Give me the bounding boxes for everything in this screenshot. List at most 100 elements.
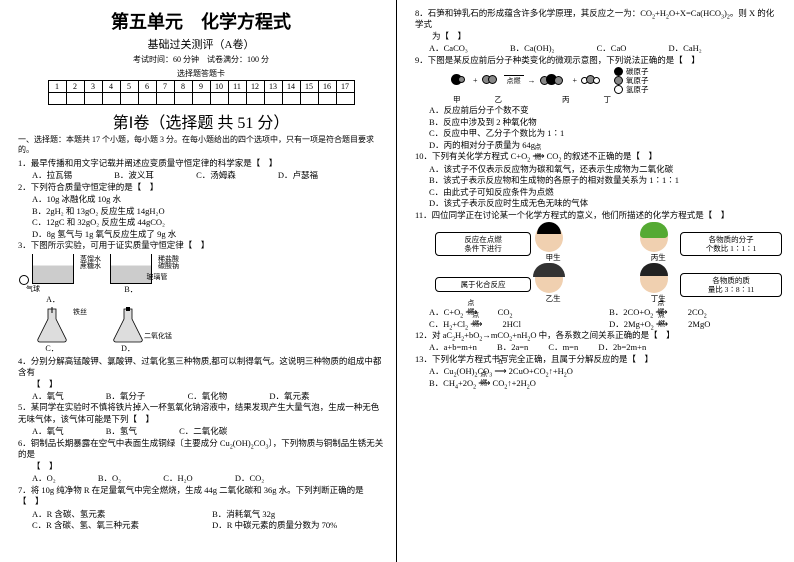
- right-column: 8．石笋和钟乳石的形成蕴含许多化学原理，其反应之一为：CO2+H2O+X=Ca(…: [397, 0, 794, 562]
- q1-c: C．汤姆森: [196, 170, 236, 181]
- q11-d: D．2Mg+O2 点燃⟶ 2MgO: [609, 319, 710, 330]
- card-label: 选择题答题卡: [18, 68, 384, 79]
- q4-d: D．氧元素: [269, 391, 309, 402]
- q7-a: A．R 含碳、氢元素: [32, 509, 192, 520]
- card-cell: 4: [102, 81, 120, 93]
- card-cell: 11: [228, 81, 246, 93]
- q1-a: A．拉瓦锡: [32, 170, 72, 181]
- card-cell: 16: [318, 81, 336, 93]
- q6-d: D．CO₂: [235, 473, 264, 484]
- q6-c: C．H₂O: [163, 473, 192, 484]
- card-cell: 12: [246, 81, 264, 93]
- q3-figC: 铁丝 C．: [32, 307, 72, 354]
- card-cell: 5: [120, 81, 138, 93]
- q4-a: A．氧气: [32, 391, 64, 402]
- q9-legend: 碳原子 氧原子 氢原子: [614, 67, 649, 94]
- q7-opts: A．R 含碳、氢元素 B．消耗氧气 32g: [18, 509, 384, 520]
- q3-figD: 二氧化锰 D．: [108, 307, 148, 354]
- q5-a: A．氧气: [32, 426, 64, 437]
- q5-b: B．氢气: [106, 426, 137, 437]
- q9-a: A．反应前后分子个数不变: [415, 105, 782, 116]
- q10-a: A．该式子不仅表示反应物为碳和氧气，还表示生成物为二氧化碳: [415, 164, 782, 175]
- q2-d: D．8g 氢气与 1g 氧气反应生成了 9g 水: [18, 229, 384, 240]
- card-blank: [48, 93, 66, 105]
- q5-stem: 5．某同学在实验时不慎将铁片掉入一杯氢氧化钠溶液中，结果发现产生大量气泡，生成一…: [18, 402, 384, 425]
- speech-4: 各物质的质量比 3∶8∶11: [680, 273, 782, 297]
- q6-opts: A．O₂ B．O₂ C．H₂O D．CO₂: [18, 473, 384, 484]
- card-cell: 6: [138, 81, 156, 93]
- q4-c: C．氧化物: [188, 391, 228, 402]
- q12-a: A．a+b=m+n: [429, 342, 477, 353]
- q1-b: B．波义耳: [114, 170, 154, 181]
- q11-stem: 11．四位同学正在讨论某一个化学方程式的意义，他们所描述的化学方程式是【 】: [415, 210, 782, 221]
- q8-a: A．CaCO₃: [429, 43, 468, 54]
- card-cell: 9: [192, 81, 210, 93]
- card-cell: 13: [264, 81, 282, 93]
- q4-b: B．氧分子: [106, 391, 146, 402]
- q9-diagram: + 点燃→ + 碳原子 氧原子 氢原子: [415, 67, 782, 94]
- card-cell: 17: [336, 81, 354, 93]
- q3-fig-row1: 蒸馏水蔗糖水 气球 A． 稀盐酸碳酸钠 玻璃管 B．: [18, 254, 384, 305]
- q1-d: D．卢瑟福: [278, 170, 318, 181]
- q1-opts: A．拉瓦锡 B．波义耳 C．汤姆森 D．卢瑟福: [18, 170, 384, 181]
- section1-title: 第Ⅰ卷（选择题 共 51 分）: [18, 109, 384, 133]
- q7-stem: 7．将 10g 纯净物 R 在足量氧气中完全燃烧，生成 44g 二氧化碳和 36…: [18, 485, 384, 508]
- q10-d: D．该式子表示反应时生成无色无味的气体: [415, 198, 782, 209]
- q9-c: C．反应中甲、乙分子个数比为 1∶1: [415, 128, 782, 139]
- card-cell: 3: [84, 81, 102, 93]
- q7-b: B．消耗氧气 32g: [212, 509, 275, 520]
- q11-people: 反应在点燃条件下进行 甲生 丙生 各物质的分子个数比 1∶1∶1 属于化合反应 …: [415, 224, 782, 304]
- q3-fig-row2: 铁丝 C． 二氧化锰 D．: [18, 307, 384, 354]
- q10-stem: 10．下列有关化学方程式 C+O2 点燃⟶ CO2 的叙述不正确的是【 】: [415, 151, 782, 162]
- card-cell: 14: [282, 81, 300, 93]
- q5-c: C．二氧化碳: [179, 426, 227, 437]
- q12-b: B．2a=n: [497, 342, 528, 353]
- q11-opts: A．C+O2 点燃⟶ CO2 B．2CO+O2 点燃⟶ 2CO2: [415, 307, 782, 318]
- card-cell: 1: [48, 81, 66, 93]
- q9-d: D．丙的相对分子质量为 64g: [415, 140, 782, 151]
- q3-figB: 稀盐酸碳酸钠 玻璃管 B．: [110, 254, 152, 305]
- q11-a: A．C+O2 点燃⟶ CO2: [429, 307, 589, 318]
- q9-b: B．反应中涉及到 2 种氧化物: [415, 117, 782, 128]
- q3-ld: D．: [121, 343, 135, 354]
- q3-figA: 蒸馏水蔗糖水 气球 A．: [32, 254, 74, 305]
- q13-stem: 13．下列化学方程式书写完全正确，且属于分解反应的是【 】: [415, 354, 782, 365]
- q12-stem: 12．对 aC2H2+bO2→mCO2+nH2O 中，各系数之间关系正确的是【 …: [415, 330, 782, 341]
- q7-d: D．R 中碳元素的质量分数为 70%: [212, 520, 337, 531]
- q8-b: B．Ca(OH)₂: [510, 43, 555, 54]
- card-cell: 10: [210, 81, 228, 93]
- q3-stem: 3．下图所示实验，可用于证实质量守恒定律【 】: [18, 240, 384, 251]
- q2-b: B．2gH₂ 和 13gO₂ 反应生成 14gH₂O: [18, 206, 384, 217]
- card-cell: 2: [66, 81, 84, 93]
- q12-c: C．m=n: [548, 342, 578, 353]
- section1-instr: 一、选择题：本题共 17 个小题，每小题 3 分。在每小题给出的四个选项中，只有…: [18, 135, 384, 156]
- q6-stem: 6．铜制品长期暴露在空气中表面生成铜绿〔主要成分 Cu2(OH)2CO3〕，下列…: [18, 438, 384, 472]
- q7-opts2: C．R 含碳、氢、氧三种元素 D．R 中碳元素的质量分数为 70%: [18, 520, 384, 531]
- speech-2: 各物质的分子个数比 1∶1∶1: [680, 232, 782, 256]
- q2-a: A．10g 冰融化成 10g 水: [18, 194, 384, 205]
- speech-1: 反应在点燃条件下进行: [435, 232, 531, 256]
- q13-a: A．Cu2(OH)2CO3 Δ⟶ 2CuO+CO2↑+H2O: [415, 366, 782, 377]
- q7-c: C．R 含碳、氢、氧三种元素: [32, 520, 192, 531]
- q4-stem: 4．分别分解高锰酸钾、氯酸钾、过氧化氢三种物质,都可以制得氧气。这说明三种物质的…: [18, 356, 384, 379]
- left-column: 第五单元 化学方程式 基础过关测评（A卷） 考试时间：60 分钟 试卷满分：10…: [0, 0, 397, 562]
- q9-stem: 9．下图是某反应前后分子种类变化的微观示意图，下列说法正确的是【 】: [415, 55, 782, 66]
- q11-opts2: C．H2+Cl2 点燃⟶ 2HCl D．2Mg+O2 点燃⟶ 2MgO: [415, 319, 782, 330]
- q5-opts: A．氧气 B．氢气 C．二氧化碳: [18, 426, 384, 437]
- q1-stem: 1．最早传播和用文字记载并阐述应变质量守恒定律的科学家是【 】: [18, 158, 384, 169]
- card-cell: 7: [156, 81, 174, 93]
- q11-c: C．H2+Cl2 点燃⟶ 2HCl: [429, 319, 589, 330]
- q10-c: C．由此式子可知反应条件为点燃: [415, 187, 782, 198]
- q3-lb: B．: [124, 284, 137, 295]
- q4-opts: A．氧气 B．氧分子 C．氧化物 D．氧元素: [18, 391, 384, 402]
- q12-d: D．2b=2m+n: [598, 342, 646, 353]
- q2-c: C．12gC 和 32gO₂ 反应生成 44gCO₂: [18, 217, 384, 228]
- speech-3: 属于化合反应: [435, 277, 531, 292]
- q8-stem: 8．石笋和钟乳石的形成蕴含许多化学原理，其反应之一为：CO2+H2O+X=Ca(…: [415, 8, 782, 42]
- q10-b: B．该式子表示反应物和生成物的各原子的相对数量关系为 1∶1∶1: [415, 175, 782, 186]
- answer-card-table: 1 2 3 4 5 6 7 8 9 10 11 12 13 14 15 16 1…: [48, 80, 355, 105]
- q6-b: B．O₂: [98, 473, 121, 484]
- q8-d: D．CaH₂: [669, 43, 702, 54]
- q13-b: B．CH4+2O2 点燃⟶ CO2↑+2H2O: [415, 378, 782, 389]
- card-cell: 15: [300, 81, 318, 93]
